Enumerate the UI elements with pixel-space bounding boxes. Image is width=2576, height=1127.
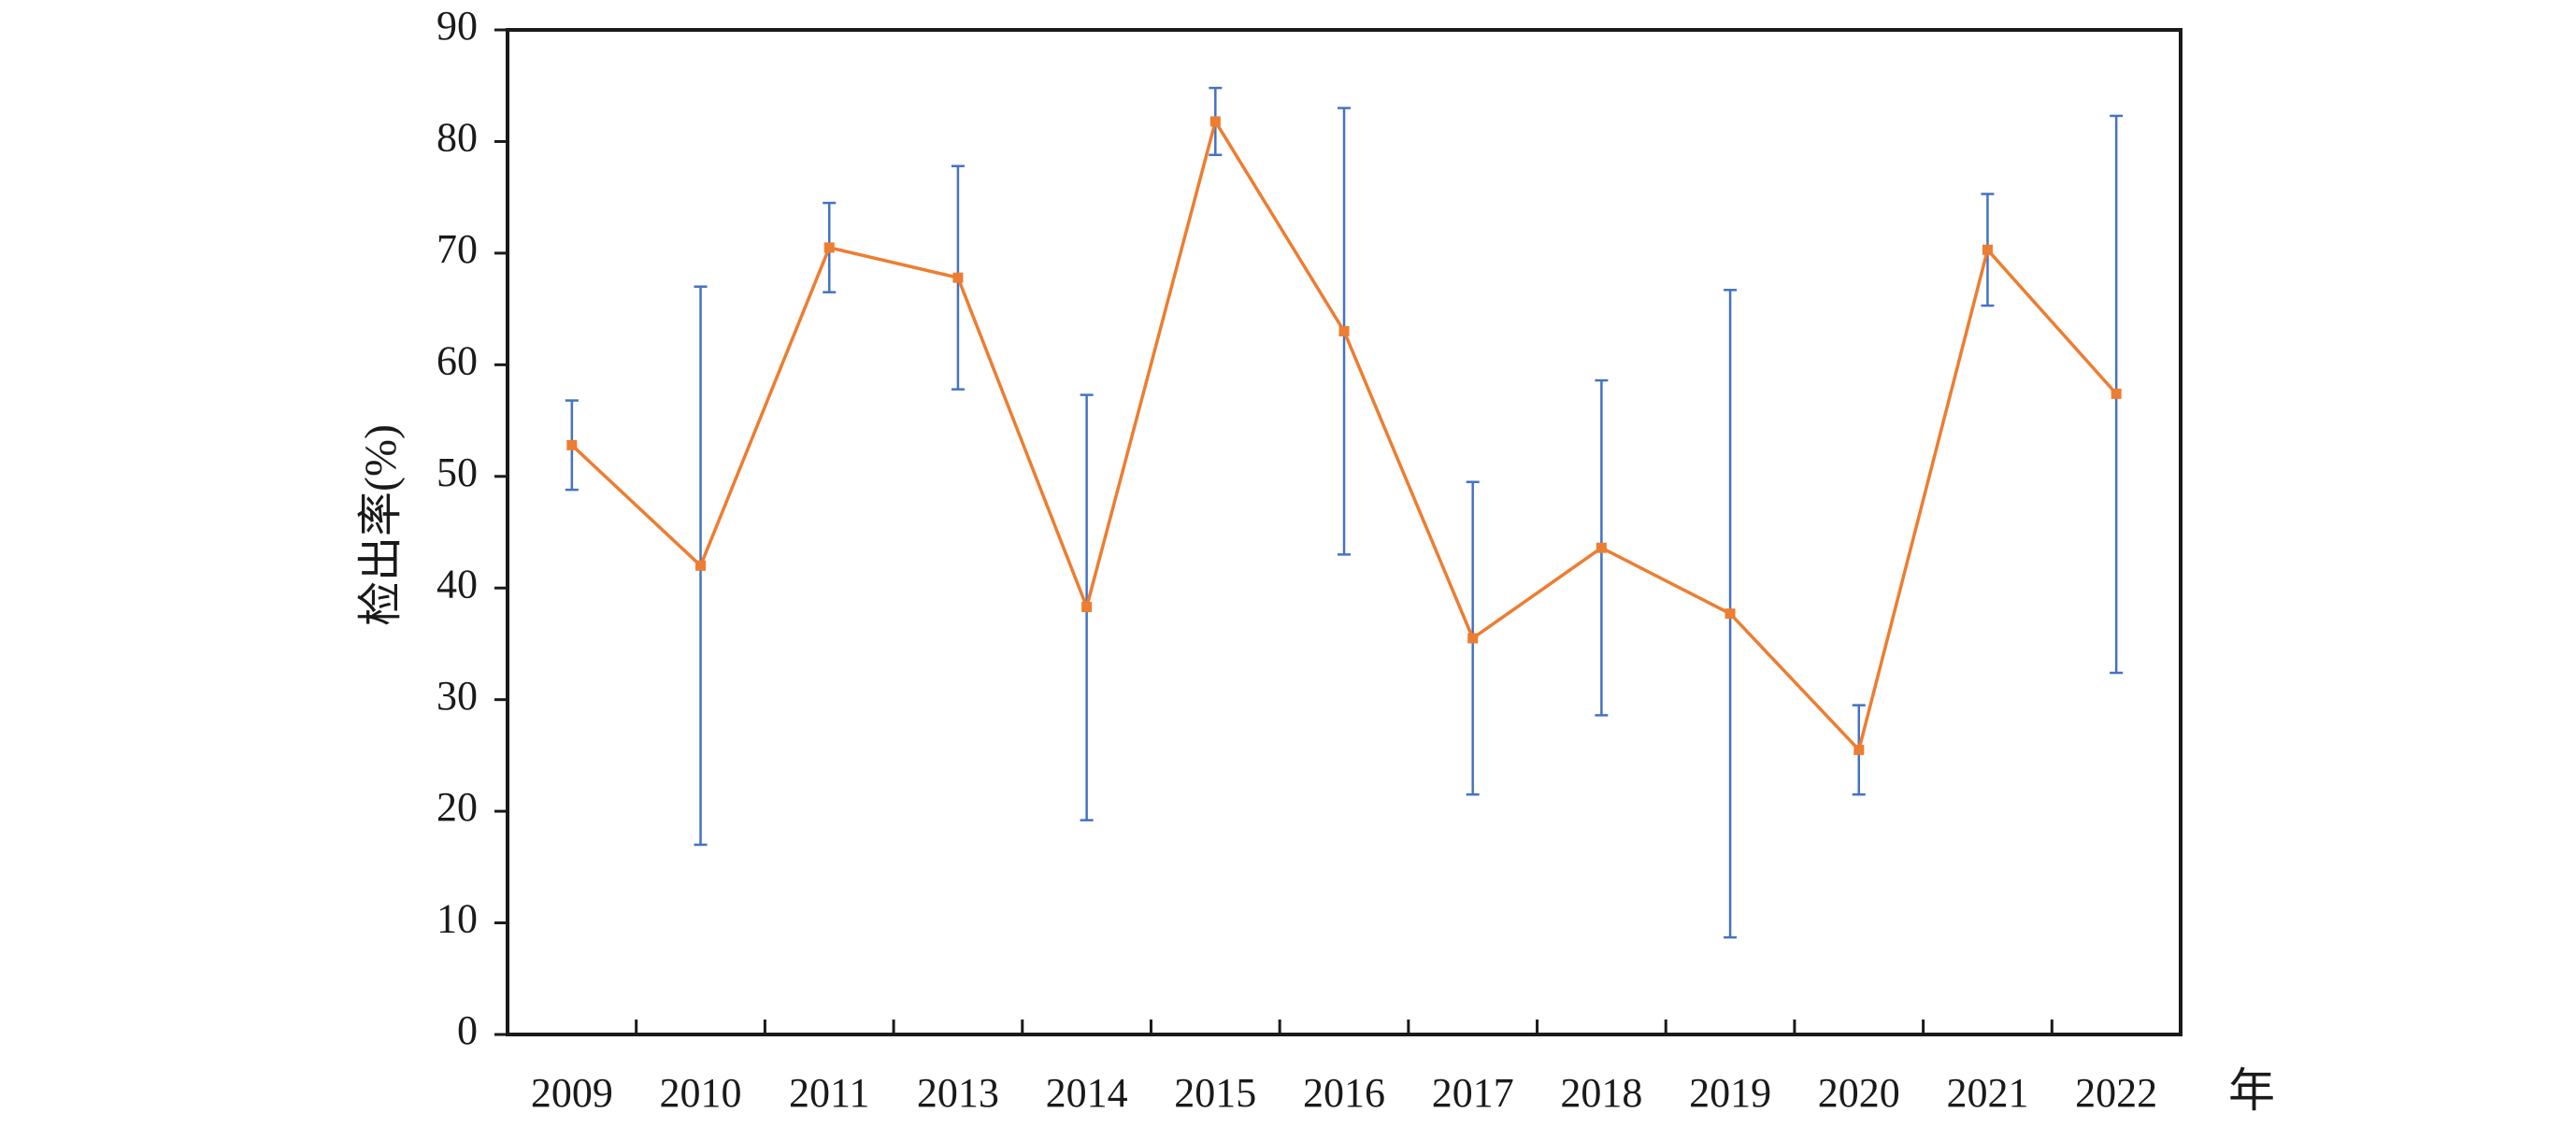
- data-point: [823, 242, 835, 253]
- data-point: [2111, 388, 2122, 399]
- x-tick-label: 2016: [1303, 1070, 1385, 1116]
- x-tick-label: 2018: [1560, 1070, 1642, 1116]
- y-tick-label: 90: [436, 3, 478, 49]
- data-point: [1209, 116, 1221, 127]
- x-tick-label: 2010: [660, 1070, 742, 1116]
- x-tick-label: 2011: [789, 1070, 869, 1116]
- x-tick-label: 2015: [1174, 1070, 1256, 1116]
- y-tick-label: 60: [436, 337, 478, 383]
- data-point: [1982, 244, 1993, 255]
- x-tick-label: 2019: [1689, 1070, 1771, 1116]
- data-point: [1467, 633, 1479, 644]
- y-tick-label: 0: [457, 1007, 478, 1053]
- x-axis-unit-label: 年: [2228, 1064, 2275, 1117]
- x-tick-label: 2022: [2075, 1070, 2157, 1116]
- x-tick-label: 2009: [531, 1070, 613, 1116]
- data-point: [566, 439, 578, 450]
- y-tick-label: 40: [436, 561, 478, 606]
- data-point: [952, 272, 964, 283]
- y-tick-label: 10: [436, 896, 478, 942]
- x-tick-label: 2021: [1946, 1070, 2028, 1116]
- y-tick-label: 80: [436, 115, 478, 161]
- y-tick-label: 20: [436, 784, 478, 830]
- plot-area-border: [506, 28, 2182, 1036]
- data-point: [1853, 744, 1865, 755]
- data-point: [1596, 542, 1607, 553]
- y-tick-label: 70: [436, 226, 478, 272]
- y-tick-label: 30: [436, 673, 478, 719]
- data-point: [1338, 326, 1350, 336]
- x-tick-label: 2014: [1046, 1070, 1128, 1116]
- x-tick-label: 2020: [1818, 1070, 1900, 1116]
- data-point: [695, 560, 707, 571]
- data-point: [1724, 608, 1736, 620]
- y-tick-label: 50: [436, 449, 478, 495]
- x-tick-label: 2013: [917, 1070, 999, 1116]
- x-tick-label: 2017: [1432, 1070, 1514, 1116]
- data-point: [1081, 602, 1093, 613]
- y-axis-title: 检出率(%): [356, 424, 406, 626]
